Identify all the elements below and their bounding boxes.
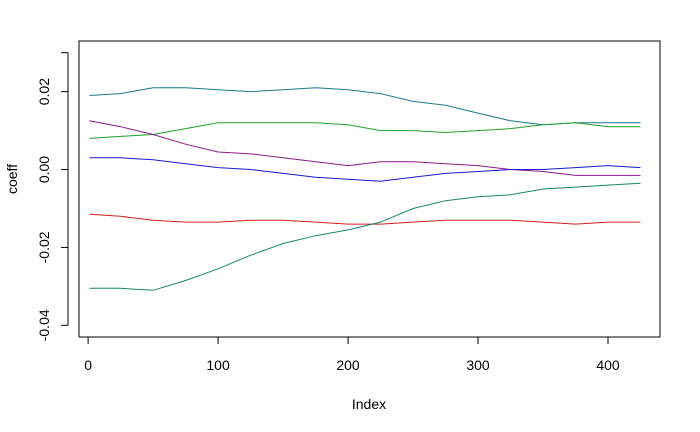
x-tick-label: 200 — [336, 357, 360, 373]
series-line-6 — [89, 182, 641, 291]
plot-area — [78, 40, 661, 338]
y-tick-label: 0.00 — [36, 156, 52, 183]
x-axis: 0 100 200 300 400 — [84, 336, 620, 373]
y-axis-title: coeff — [4, 164, 20, 194]
series-lines — [89, 87, 641, 291]
y-tick-label: 0.02 — [36, 78, 52, 105]
x-axis-title: Index — [352, 396, 386, 412]
x-tick-label: 0 — [84, 357, 92, 373]
y-tick-label: -0.02 — [36, 231, 52, 263]
series-line-4 — [89, 157, 641, 182]
plot-frame — [78, 40, 661, 338]
x-tick-label: 400 — [596, 357, 620, 373]
series-line-1 — [89, 87, 641, 126]
series-line-2 — [89, 122, 641, 139]
y-axis: -0.04 -0.02 0.00 0.02 — [36, 52, 69, 341]
series-line-3 — [89, 120, 641, 176]
series-line-5 — [89, 213, 641, 225]
y-tick-label: -0.04 — [36, 309, 52, 341]
x-tick-label: 300 — [466, 357, 490, 373]
x-tick-label: 100 — [206, 357, 230, 373]
